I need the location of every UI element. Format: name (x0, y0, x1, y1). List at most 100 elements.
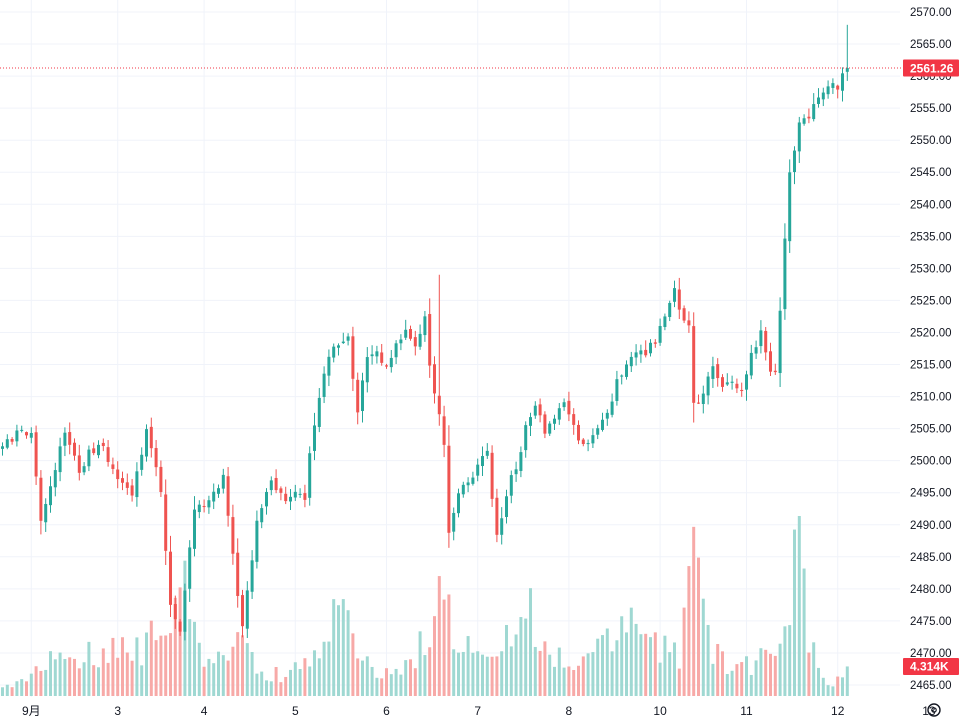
volume-bar (97, 667, 100, 696)
candle-body (778, 310, 782, 374)
volume-bar (721, 651, 724, 696)
candle (821, 87, 825, 107)
candle-body (692, 326, 696, 403)
volume-bar (697, 557, 700, 696)
settings-button[interactable] (927, 703, 941, 717)
price-axis-label: 2485.00 (910, 552, 952, 564)
candle (260, 504, 264, 529)
volume-bar (317, 658, 321, 696)
candle (236, 538, 240, 608)
candle-body (437, 395, 441, 415)
candle (697, 394, 700, 405)
volume-bar (125, 652, 129, 696)
candle (519, 446, 523, 478)
candle-body (245, 590, 249, 629)
candle (466, 477, 470, 493)
candle-body (562, 402, 566, 408)
volume-bar (764, 649, 768, 696)
time-axis-label: 8 (566, 704, 573, 718)
candle (841, 67, 844, 102)
candle (289, 489, 292, 511)
volume-bar (260, 671, 264, 696)
volume-bar (831, 686, 835, 696)
candle (274, 469, 278, 494)
candle-body (553, 418, 556, 424)
candle (212, 483, 216, 510)
candle (327, 349, 331, 387)
candle (77, 444, 81, 481)
volume-bar (226, 660, 230, 696)
candle (97, 440, 100, 459)
candle (759, 320, 763, 354)
candle-body (649, 342, 652, 354)
volume-bar (202, 666, 206, 696)
volume-bar (332, 599, 336, 696)
volume-bar (169, 633, 172, 696)
candle-body (644, 349, 648, 356)
candle (620, 374, 624, 385)
candle-body (519, 452, 523, 471)
candle-body (495, 497, 499, 535)
candle (601, 412, 604, 432)
candle-body (485, 450, 489, 456)
time-axis-background[interactable] (0, 698, 903, 722)
candle-body (49, 486, 52, 506)
candle (389, 349, 393, 373)
candle (649, 339, 652, 357)
price-axis-label: 2480.00 (910, 584, 952, 596)
candle-body (793, 150, 796, 173)
candle (610, 393, 614, 418)
candle-body (821, 92, 825, 100)
candle (687, 311, 691, 333)
volume-bar (658, 662, 662, 696)
candle (490, 445, 494, 508)
volume-bar (495, 656, 499, 696)
candle (404, 319, 408, 340)
candle-body (797, 122, 801, 152)
candle (836, 84, 840, 99)
candle-body (130, 485, 134, 496)
candle (92, 442, 96, 456)
volume-bar (298, 669, 302, 696)
candle (188, 540, 192, 602)
volume-bar (49, 651, 52, 696)
price-axis-label: 2515.00 (910, 360, 952, 372)
price-axis[interactable]: 2465.00 2470.00 2475.00 2480.00 2485.00 2490.… (903, 0, 961, 722)
candle (509, 470, 513, 504)
gear-icon[interactable] (927, 703, 941, 717)
volume-bar (447, 594, 451, 696)
volume-bar (255, 673, 259, 696)
candle (677, 277, 681, 320)
candle-body (351, 336, 355, 379)
time-axis[interactable]: 9月 3 4 5 6 7 8 10 11 12 13 (0, 698, 936, 722)
candle (87, 445, 91, 472)
candle-body (140, 454, 144, 470)
price-axis-label: 2465.00 (910, 680, 952, 692)
price-axis-background[interactable] (903, 0, 961, 722)
candle-body (226, 476, 230, 516)
price-axis-label: 2525.00 (910, 295, 952, 307)
volume-bar (68, 657, 72, 696)
candle (116, 461, 120, 489)
candle (82, 462, 86, 476)
candle (745, 370, 748, 401)
volume-bar (567, 666, 571, 696)
volume-bars (1, 516, 849, 696)
candle-body (10, 439, 14, 442)
volume-bar (356, 658, 360, 696)
volume-bar (193, 621, 196, 696)
volume-bar (639, 634, 643, 696)
candle (567, 391, 571, 422)
volume-bar (615, 640, 619, 696)
candle (284, 486, 288, 505)
candle-body (730, 381, 734, 383)
price-axis-label: 2490.00 (910, 520, 952, 532)
candle-body (217, 488, 220, 494)
candle-body (826, 86, 830, 95)
candle-body (807, 116, 811, 119)
volume-bar (399, 674, 403, 696)
candle (159, 460, 163, 497)
candle (557, 402, 561, 425)
